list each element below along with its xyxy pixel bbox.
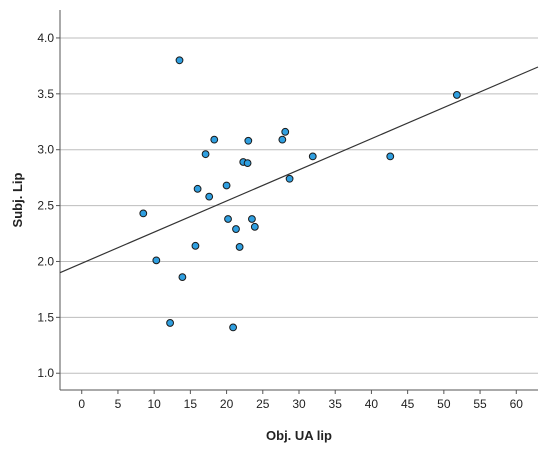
- data-point: [278, 135, 287, 144]
- data-points: [139, 56, 461, 332]
- x-tick-label: 35: [329, 397, 343, 411]
- x-tick-label: 50: [437, 397, 451, 411]
- data-point: [235, 243, 244, 251]
- data-point: [308, 152, 317, 161]
- fit-line: [59, 66, 539, 274]
- data-point: [232, 225, 240, 233]
- data-point: [281, 127, 290, 136]
- x-tick-label: 10: [147, 397, 161, 411]
- data-point: [285, 174, 294, 183]
- data-point: [250, 222, 259, 231]
- x-tick-label: 45: [401, 397, 415, 411]
- data-point: [175, 56, 184, 65]
- data-point: [229, 323, 237, 332]
- tick-labels: 1.0 1.5 2.0 2.5 3.0 3.5 4.0 0 5 10 15 20 25 30 35 40 45 5…: [37, 31, 523, 411]
- data-point: [222, 181, 231, 190]
- y-tick-label: 1.5: [37, 310, 54, 324]
- y-axis-label: Subj. Lip: [10, 173, 25, 228]
- data-point: [178, 273, 187, 282]
- data-point: [224, 215, 232, 223]
- y-tick-label: 4.0: [37, 31, 54, 45]
- axes: [56, 10, 538, 394]
- gridlines: [60, 37, 538, 374]
- data-point: [244, 136, 253, 145]
- x-tick-label: 40: [365, 397, 379, 411]
- fit-line-layer: [59, 66, 539, 274]
- x-tick-label: 5: [115, 397, 122, 411]
- y-tick-label: 3.0: [37, 143, 54, 157]
- data-point: [210, 135, 219, 144]
- data-point: [386, 152, 395, 161]
- x-tick-label: 15: [184, 397, 198, 411]
- x-axis-label: Obj. UA lip: [266, 428, 332, 443]
- y-tick-label: 3.5: [37, 87, 54, 101]
- y-tick-label: 2.5: [37, 199, 54, 213]
- data-point: [139, 209, 148, 218]
- y-tick-label: 2.0: [37, 254, 54, 268]
- x-tick-label: 25: [256, 397, 270, 411]
- x-tick-label: 30: [292, 397, 306, 411]
- x-tick-label: 55: [473, 397, 487, 411]
- data-point: [191, 241, 200, 250]
- data-point: [152, 256, 161, 265]
- x-tick-label: 20: [220, 397, 234, 411]
- y-tick-label: 1.0: [37, 366, 54, 380]
- data-point: [243, 159, 252, 168]
- data-point: [205, 192, 214, 201]
- data-point: [166, 319, 174, 327]
- data-point: [193, 184, 202, 193]
- x-tick-label: 0: [78, 397, 85, 411]
- data-point: [452, 91, 461, 99]
- data-point: [248, 215, 256, 223]
- x-tick-label: 60: [510, 397, 524, 411]
- data-point: [201, 150, 210, 159]
